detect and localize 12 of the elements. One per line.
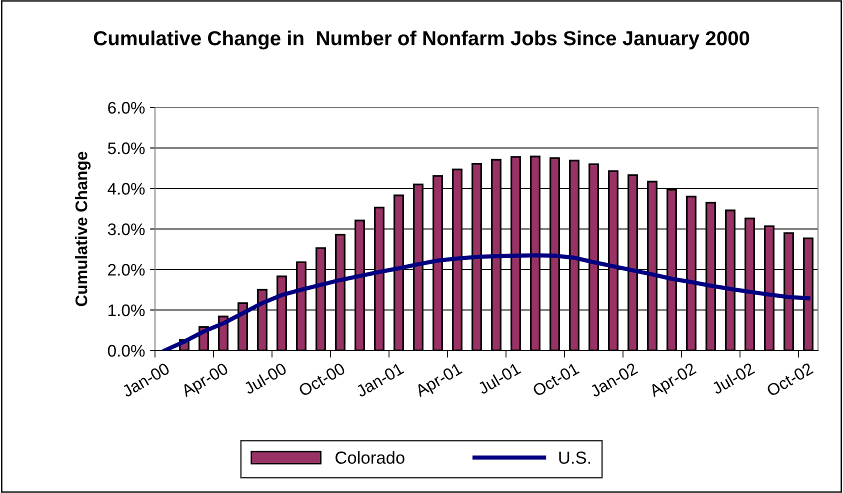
- legend-label: U.S.: [559, 452, 590, 464]
- line-series: [162, 253, 810, 350]
- y-tick-label: 3.0%: [108, 223, 145, 236]
- y-tick-label: 1.0%: [108, 304, 145, 316]
- y-tick-label: 4.0%: [108, 182, 145, 195]
- y-tick-label: 2.0%: [108, 264, 145, 276]
- y-tick-label: 0.0%: [108, 344, 145, 357]
- chart-title: Cumulative Change in Number of Nonfarm Jobs Since January 2000: [94, 30, 750, 50]
- legend-label: Colorado: [336, 451, 404, 464]
- y-tick-label: 6.0%: [108, 102, 145, 114]
- y-axis-title: Cumulative Change: [75, 152, 91, 306]
- y-tick-label: 5.0%: [108, 142, 145, 154]
